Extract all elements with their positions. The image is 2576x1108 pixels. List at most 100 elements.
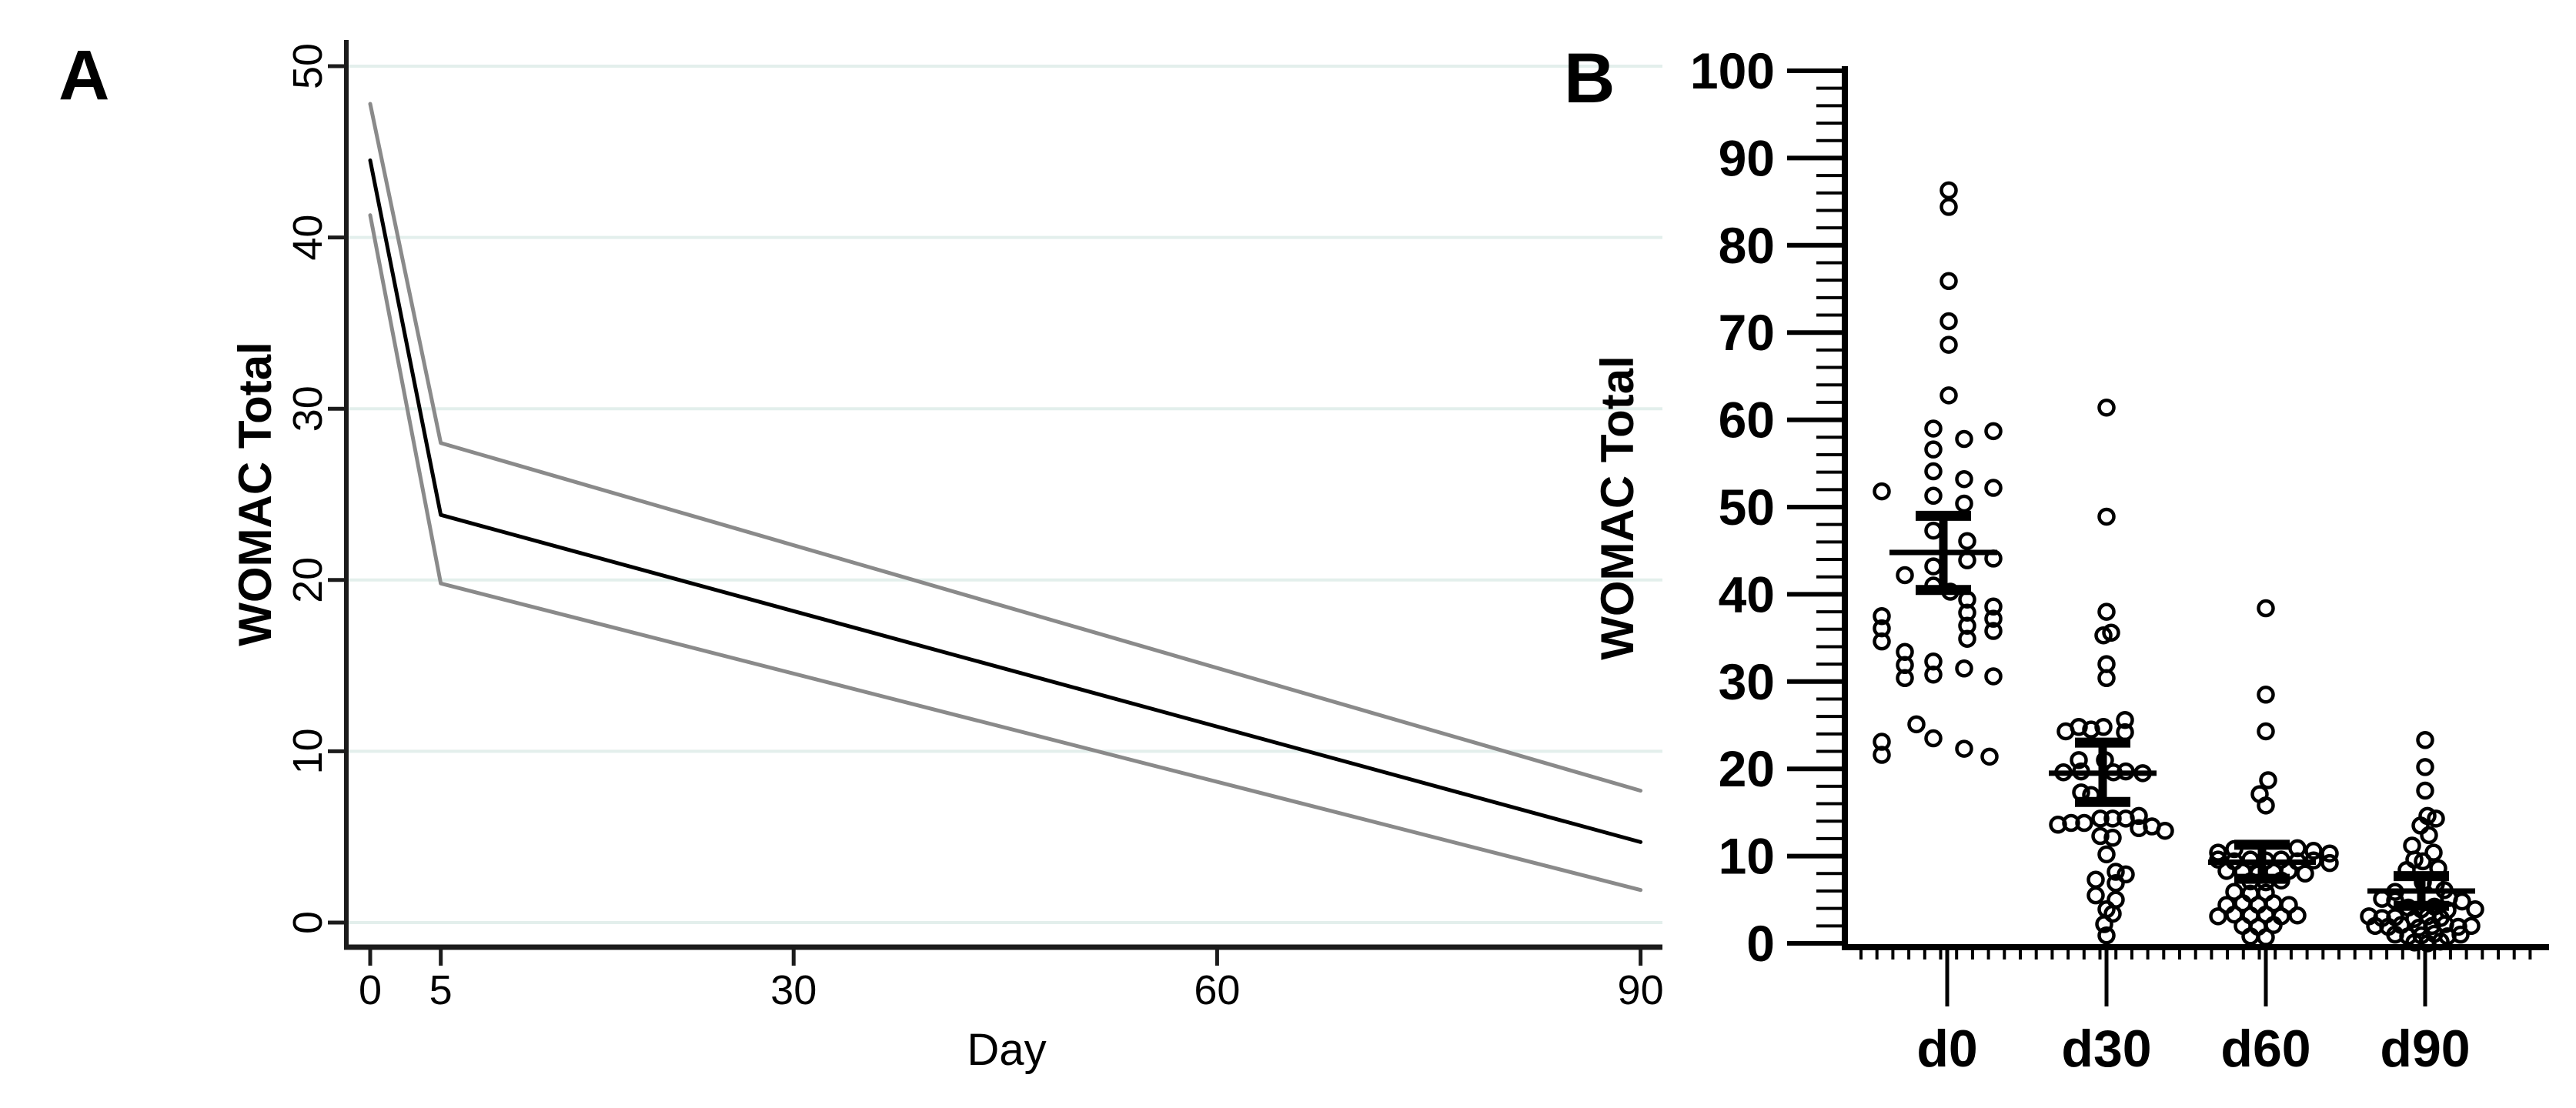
panel-b-y-tick-label: 40 (1719, 566, 1775, 622)
panel-b-y-tick-label: 60 (1719, 392, 1775, 449)
scatter-point-d0 (1940, 312, 1958, 331)
scatter-point-d0 (1940, 198, 1958, 216)
panel-b-y-tick-label: 90 (1719, 129, 1775, 186)
panel-a-x-tick-label: 5 (429, 967, 453, 1013)
scatter-point-d60 (2257, 599, 2275, 618)
scatter-point-d0 (1940, 272, 1958, 291)
panel-a-letter: A (58, 36, 110, 115)
scatter-point-d30 (2097, 845, 2116, 864)
scatter-point-d60 (2257, 722, 2275, 741)
panel-b-category-label: d60 (2220, 1020, 2310, 1078)
panel-a-series-upper-95ci (368, 102, 1643, 793)
scatter-point-d30 (2097, 507, 2116, 526)
panel-b-y-tick-label: 80 (1719, 217, 1775, 274)
scatter-point-d0 (1958, 532, 1976, 550)
scatter-point-d30 (2103, 829, 2122, 847)
scatter-point-d30 (2107, 863, 2125, 881)
panel-a-y-tick-label: 20 (285, 557, 331, 603)
scatter-point-d30 (2095, 915, 2113, 933)
panel-a-x-tick-label: 0 (359, 967, 382, 1013)
scatter-point-d30 (2097, 669, 2116, 688)
scatter-point-d0 (1924, 486, 1943, 506)
scatter-point-d30 (2070, 751, 2088, 769)
scatter-point-d0 (1984, 622, 2003, 640)
scatter-point-d30 (2117, 865, 2135, 884)
scatter-point-d60 (2320, 853, 2339, 873)
scatter-point-d30 (2107, 874, 2125, 893)
scatter-point-d60 (2257, 928, 2275, 946)
scatter-point-d0 (1980, 747, 1999, 766)
panel-b-category-label: d30 (2061, 1020, 2151, 1078)
panel-a-x-tick-label: 90 (1618, 967, 1664, 1013)
scatter-point-d60 (2288, 906, 2307, 925)
panel-a-y-axis-title: WOMAC Total (229, 342, 281, 646)
panel-a-series-mean (368, 158, 1643, 844)
scatter-point-d90 (2431, 932, 2450, 951)
panel-b-y-tick-label: 100 (1690, 42, 1775, 99)
scatter-point-d90 (2427, 809, 2445, 828)
panel-a-y-tick-label: 30 (285, 385, 331, 432)
scatter-point-d30 (2097, 602, 2116, 621)
panel-b-category-label: d0 (1916, 1020, 1977, 1078)
scatter-point-d0 (1984, 597, 2003, 616)
scatter-point-d30 (2156, 821, 2174, 840)
scatter-point-d0 (1955, 469, 1973, 489)
scatter-point-d30 (2091, 809, 2110, 828)
scatter-point-d60 (2320, 844, 2339, 863)
scatter-point-d0 (1924, 665, 1943, 684)
panel-a-x-axis-title: Day (967, 1025, 1047, 1075)
scatter-point-d0 (1984, 479, 2003, 497)
scatter-point-d30 (2091, 826, 2110, 846)
scatter-point-d60 (2257, 686, 2275, 704)
scatter-point-d0 (1940, 335, 1958, 354)
scatter-point-d0 (1924, 729, 1943, 748)
panel-a-x-tick-label: 60 (1194, 967, 1240, 1013)
panel-a-y-tick-label: 10 (285, 728, 331, 774)
scatter-point-d0 (1907, 715, 1926, 734)
scatter-point-d0 (1896, 669, 1914, 688)
scatter-point-d0 (1955, 494, 1973, 513)
scatter-point-d90 (2416, 731, 2434, 749)
scatter-point-d30 (2094, 718, 2113, 736)
panel-a-x-tick-label: 30 (770, 967, 817, 1013)
scatter-point-d30 (2087, 870, 2105, 889)
scatter-point-d0 (1955, 659, 1973, 678)
panel-b-y-tick-label: 10 (1719, 828, 1775, 885)
scatter-point-d0 (1940, 386, 1958, 405)
scatter-point-d90 (2416, 758, 2434, 776)
scatter-point-d30 (2102, 623, 2120, 642)
panel-b-y-tick-label: 0 (1746, 915, 1775, 972)
scatter-point-d90 (2451, 925, 2470, 944)
scatter-point-d0 (1873, 482, 1891, 501)
scatter-point-d30 (2075, 813, 2093, 833)
scatter-point-d90 (2420, 826, 2438, 845)
scatter-point-d0 (1924, 462, 1943, 481)
scatter-point-d90 (2403, 836, 2421, 855)
scatter-point-d30 (2116, 710, 2134, 729)
panel-b-category-label: d90 (2380, 1020, 2470, 1078)
panel-b-y-tick-label: 50 (1719, 479, 1775, 536)
scatter-point-d0 (1940, 181, 1958, 200)
panel-a-y-tick-label: 40 (285, 215, 331, 261)
scatter-point-d60 (2304, 842, 2323, 860)
scatter-point-d90 (2462, 916, 2481, 936)
scatter-point-d60 (2259, 771, 2277, 789)
scatter-point-d30 (2130, 806, 2148, 826)
scatter-point-d90 (2414, 852, 2432, 871)
panel-a-y-tick-label: 0 (285, 911, 331, 934)
scatter-point-d60 (2257, 796, 2275, 815)
scatter-point-d0 (1873, 746, 1891, 764)
scatter-point-d0 (1896, 566, 1914, 585)
scatter-point-d30 (2097, 398, 2116, 417)
scatter-point-d60 (2296, 864, 2314, 883)
scatter-point-d0 (1984, 667, 2003, 686)
panel-a-y-tick-label: 50 (285, 43, 331, 89)
scatter-point-d0 (1924, 419, 1943, 438)
scatter-point-d0 (1924, 557, 1943, 576)
panel-a-series-lower-95ci (368, 213, 1643, 893)
scatter-point-d0 (1958, 629, 1976, 648)
scatter-point-d90 (2416, 781, 2434, 800)
scatter-point-d0 (1955, 739, 1973, 758)
